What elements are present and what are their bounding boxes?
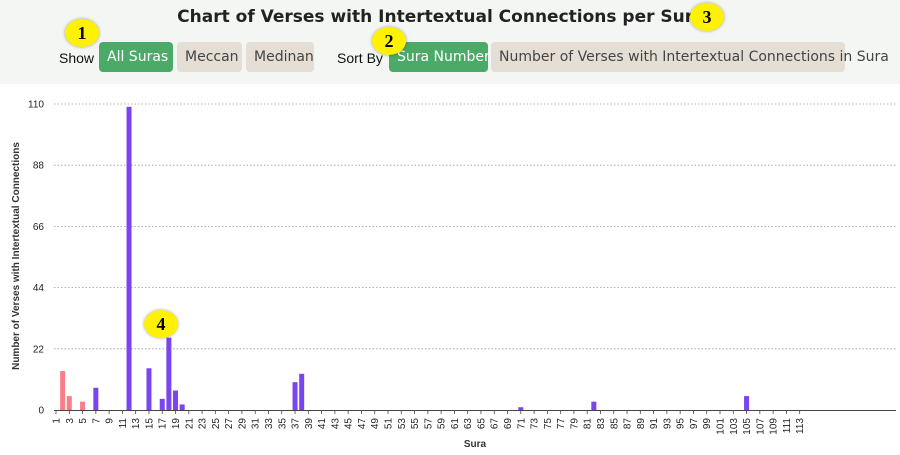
x-tick-label: 19 [171, 418, 182, 430]
x-tick-label: 51 [384, 418, 395, 430]
x-tick-label: 65 [476, 418, 487, 430]
x-tick-label: 43 [330, 418, 341, 430]
x-tick-label: 113 [795, 418, 806, 434]
x-tick-label: 95 [676, 418, 687, 430]
x-tick-label: 25 [211, 418, 222, 430]
x-tick-label: 55 [410, 418, 421, 430]
bar-sura-12[interactable] [126, 106, 132, 411]
y-tick-label: 110 [28, 100, 44, 111]
y-axis-title: Number of Verses with Intertextual Conne… [11, 142, 22, 370]
x-tick-label: 83 [596, 418, 607, 430]
bar-sura-20[interactable] [179, 404, 185, 410]
sort-by-label: Sort By [337, 50, 383, 66]
x-tick-label: 79 [569, 418, 580, 430]
bar-sura-71[interactable] [518, 407, 524, 410]
bars [60, 106, 750, 411]
x-tick-label: 109 [769, 418, 780, 435]
bar-sura-3[interactable] [66, 396, 72, 410]
x-tick-label: 35 [277, 418, 288, 430]
medinan-button[interactable]: Medinan [246, 42, 314, 72]
x-tick-label: 41 [317, 418, 328, 430]
x-tick-label: 91 [649, 418, 660, 430]
annotation-badge-3: 3 [690, 3, 724, 31]
x-tick-label: 11 [118, 418, 129, 429]
x-tick-label: 69 [503, 418, 514, 430]
x-tick-label: 103 [729, 418, 740, 435]
x-tick-label: 49 [370, 418, 381, 430]
bar-sura-7[interactable] [93, 387, 99, 410]
y-tick-label: 66 [33, 222, 45, 233]
x-tick-label: 45 [344, 418, 355, 430]
x-tick-label: 61 [450, 418, 461, 430]
x-tick-label: 73 [530, 418, 541, 430]
show-label: Show [59, 50, 95, 66]
x-tick-label: 9 [105, 418, 116, 424]
all-suras-button[interactable]: All Suras [99, 42, 173, 72]
bar-sura-15[interactable] [146, 368, 152, 410]
y-tick-label: 22 [33, 344, 45, 355]
x-tick-label: 7 [91, 418, 102, 424]
y-tick-label: 0 [38, 406, 44, 417]
x-tick-label: 77 [556, 418, 567, 430]
x-tick-label: 23 [198, 418, 209, 430]
sort-sura-number-button[interactable]: Sura Number [389, 42, 490, 72]
x-tick-label: 71 [516, 418, 527, 430]
x-tick-label: 111 [782, 418, 793, 434]
x-tick-label: 89 [636, 418, 647, 430]
sort-verse-count-button[interactable]: Number of Verses with Intertextual Conne… [491, 42, 889, 72]
x-tick-label: 57 [423, 418, 434, 430]
x-tick-label: 3 [65, 418, 76, 424]
x-tick-label: 97 [689, 418, 700, 430]
bar-sura-2[interactable] [60, 371, 66, 410]
page-title: Chart of Verses with Intertextual Connec… [177, 7, 705, 27]
y-tick-labels: 0 22 44 66 88 110 [28, 100, 44, 417]
bar-sura-18[interactable] [166, 337, 172, 410]
x-tick-label: 5 [78, 418, 89, 424]
annotation-badge-1: 1 [65, 19, 99, 47]
filter-controls: Show All Suras Meccan Medinan Sort By Su… [0, 42, 900, 72]
meccan-button[interactable]: Meccan [177, 42, 242, 72]
x-tick-label: 27 [224, 418, 235, 430]
x-tick-label: 1 [52, 418, 63, 424]
x-tick-label: 37 [291, 418, 302, 430]
x-tick-label: 47 [357, 418, 368, 430]
x-tick-label: 105 [742, 418, 753, 435]
x-tick-label: 59 [437, 418, 448, 430]
x-tick-label: 93 [662, 418, 673, 430]
bar-sura-105[interactable] [744, 396, 750, 410]
x-tick-label: 81 [583, 418, 594, 430]
x-tick-label: 67 [490, 418, 501, 430]
x-tick-label: 29 [237, 418, 248, 430]
x-tick-label: 15 [144, 418, 155, 430]
y-tick-label: 88 [33, 161, 45, 172]
x-tick-label: 63 [463, 418, 474, 430]
x-axis-title: Sura [464, 439, 487, 450]
bar-sura-19[interactable] [173, 390, 179, 410]
x-tick-label: 75 [543, 418, 554, 430]
annotation-badge-4: 4 [144, 310, 178, 338]
bar-sura-82[interactable] [591, 401, 597, 410]
x-tick-label: 53 [397, 418, 408, 430]
x-tick-label: 87 [623, 418, 634, 430]
x-tick-label: 85 [609, 418, 620, 430]
x-tick-label: 21 [184, 418, 195, 430]
x-tick-label: 13 [131, 418, 142, 430]
x-tick-label: 101 [716, 418, 727, 435]
x-tick-label: 107 [755, 418, 766, 435]
annotation-badge-2: 2 [372, 27, 406, 55]
x-tick-label: 39 [304, 418, 315, 430]
x-tick-labels: 1 3 5 7 9 11 13 15 17 19 21 23 25 27 29 31 33 35 37 39 41 43 4… [52, 410, 806, 435]
x-tick-label: 99 [702, 418, 713, 430]
bar-sura-17[interactable] [159, 398, 165, 410]
x-tick-label: 31 [251, 418, 262, 430]
bar-sura-37[interactable] [292, 382, 298, 410]
bar-sura-38[interactable] [299, 373, 305, 410]
x-tick-label: 17 [158, 418, 169, 430]
y-tick-label: 44 [33, 283, 45, 294]
header-bar: Chart of Verses with Intertextual Connec… [0, 0, 900, 84]
bar-sura-5[interactable] [80, 401, 86, 410]
gridlines [54, 103, 896, 350]
x-tick-label: 33 [264, 418, 275, 430]
